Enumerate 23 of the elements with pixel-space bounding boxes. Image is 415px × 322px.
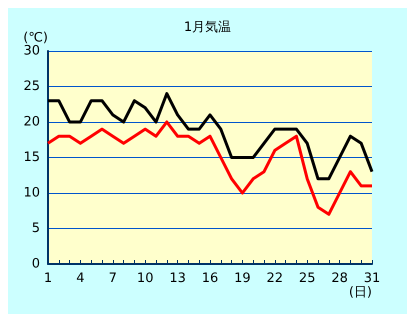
x-tick-label: 16	[202, 271, 218, 286]
y-tick-label: 20	[23, 114, 40, 130]
x-tick-label: 13	[169, 271, 186, 286]
x-tick-label: 10	[136, 271, 154, 286]
y-tick-label: 30	[23, 44, 40, 58]
y-tick-label: 5	[32, 221, 40, 236]
chart-title: 1月気温	[184, 20, 232, 35]
x-tick-label: 25	[298, 271, 316, 286]
x-tick-label: 28	[331, 271, 348, 286]
line-series	[46, 92, 374, 180]
x-tick-label: 1	[44, 271, 52, 286]
y-tick-label: 15	[23, 150, 40, 165]
x-axis-title: (日)	[348, 285, 372, 300]
y-tick-label: 0	[32, 256, 40, 272]
x-tick-label: 19	[234, 271, 251, 286]
x-tick-label: 7	[108, 271, 117, 286]
y-tick-label: 25	[23, 79, 40, 94]
x-tick-label: 22	[266, 271, 284, 286]
line-series	[46, 120, 374, 216]
x-tick-label: 31	[364, 271, 380, 286]
y-tick-label: 10	[23, 186, 40, 200]
x-tick-label: 4	[76, 271, 85, 286]
y-axis-title: (℃)	[23, 30, 48, 46]
